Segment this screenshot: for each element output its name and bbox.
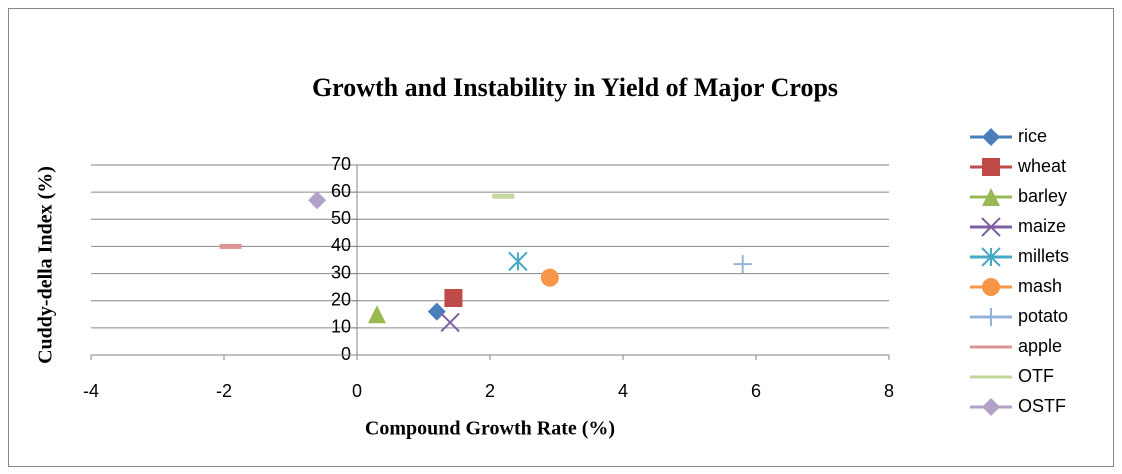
y-tick-label: 40 (331, 235, 351, 255)
y-tick-label: 60 (331, 181, 351, 201)
marker-triangle (367, 305, 386, 324)
marker-diamond (982, 398, 1000, 416)
y-tick-label: 30 (331, 262, 351, 282)
legend-label: maize (1018, 216, 1066, 236)
marker-square (982, 158, 1000, 176)
y-tick-label: 20 (331, 289, 351, 309)
marker-star (508, 251, 528, 272)
chart-frame (8, 8, 1114, 467)
y-tick-label: 0 (341, 344, 351, 364)
marker-square (444, 289, 463, 307)
marker-triangle (982, 188, 1000, 206)
legend-label: apple (1018, 336, 1062, 356)
y-tick-label: 50 (331, 208, 351, 228)
marker-dash (492, 193, 515, 199)
legend-label: barley (1018, 186, 1067, 206)
x-tick-label: 4 (618, 381, 628, 401)
x-tick-label: 2 (485, 381, 495, 401)
chart-title: Growth and Instability in Yield of Major… (312, 73, 838, 102)
marker-dash (219, 243, 242, 249)
legend-label: OTF (1018, 366, 1054, 386)
marker-diamond (427, 302, 446, 321)
y-axis-label: Cuddy-della Index (%) (35, 166, 57, 364)
x-tick-label: 8 (884, 381, 894, 401)
y-tick-label: 10 (331, 317, 351, 337)
marker-plus (733, 255, 752, 274)
marker-circle (982, 278, 1000, 296)
marker-circle (540, 268, 559, 287)
x-tick-label: -4 (83, 381, 99, 401)
legend-label: potato (1018, 306, 1068, 326)
legend-label: millets (1018, 246, 1069, 266)
marker-star (981, 247, 1001, 267)
y-tick-label: 70 (331, 154, 351, 174)
x-tick-label: -2 (216, 381, 232, 401)
legend-label: wheat (1017, 156, 1066, 176)
marker-x (440, 312, 460, 333)
marker-diamond (982, 128, 1000, 146)
legend-label: rice (1018, 126, 1047, 146)
marker-diamond (308, 191, 327, 210)
x-tick-label: 6 (751, 381, 761, 401)
marker-plus (982, 308, 1000, 326)
x-axis-label: Compound Growth Rate (%) (365, 418, 615, 440)
legend-label: OSTF (1018, 396, 1066, 416)
marker-x (981, 217, 1001, 237)
legend-label: mash (1018, 276, 1062, 296)
x-tick-label: 0 (352, 381, 362, 401)
